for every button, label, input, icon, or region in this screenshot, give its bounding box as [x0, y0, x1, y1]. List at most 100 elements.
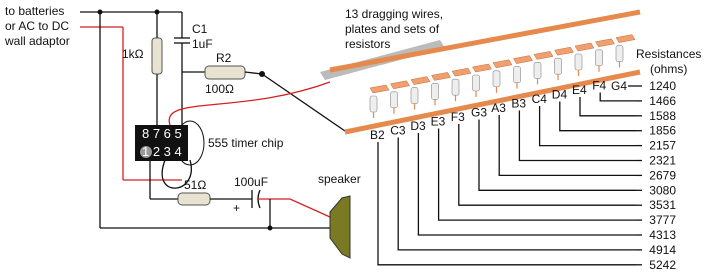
junction	[267, 225, 273, 231]
plate	[615, 34, 636, 43]
resistance-value: 2679	[649, 168, 676, 182]
resistance-value: 1856	[649, 124, 676, 138]
note-label: B3	[511, 97, 526, 111]
resistance-value: 1588	[649, 109, 676, 123]
wire	[261, 73, 346, 132]
note-label: G3	[471, 106, 487, 120]
note-label: D3	[410, 119, 426, 133]
resistor	[390, 91, 398, 109]
leader	[458, 124, 636, 206]
leader	[397, 137, 636, 251]
label: to batteries	[5, 4, 64, 18]
label: or AC to DC	[5, 19, 69, 33]
plate	[533, 51, 554, 60]
plate	[410, 76, 431, 85]
leader	[417, 133, 636, 236]
resistance-value: 2321	[649, 154, 676, 168]
resistor	[595, 49, 603, 67]
note-label: D4	[552, 88, 568, 102]
leader	[377, 142, 636, 266]
label: wall adaptor	[4, 34, 70, 48]
resistor	[533, 62, 542, 79]
label: +	[233, 201, 240, 215]
power-label: to batteries or AC to DC wall adaptor	[4, 4, 70, 48]
wire	[258, 198, 331, 218]
resistor	[615, 45, 624, 62]
resistance-value: 3531	[649, 198, 676, 212]
label: 555 timer chip	[208, 136, 284, 150]
plate	[595, 38, 615, 48]
label: 13 dragging wires,	[345, 7, 443, 21]
label: 51Ω	[184, 178, 206, 192]
resistance-value: 1466	[649, 94, 676, 108]
resistor	[451, 78, 460, 96]
rail	[344, 69, 641, 135]
resistance-value: 2157	[649, 139, 676, 153]
note-label: B2	[370, 128, 385, 142]
note-label: C4	[532, 92, 548, 106]
plate	[574, 42, 595, 52]
note-label: A3	[491, 101, 506, 115]
leader	[579, 97, 636, 117]
leader	[518, 110, 636, 162]
junction	[154, 9, 160, 15]
note-label: F4	[592, 79, 606, 93]
plate	[492, 59, 513, 69]
resistance-value: 1240	[649, 79, 676, 93]
leader	[559, 101, 636, 132]
leader	[599, 92, 636, 102]
resistor	[410, 87, 419, 104]
leader	[478, 119, 636, 191]
resistance-value: 5242	[649, 258, 676, 272]
resistor	[472, 74, 480, 92]
plate	[513, 55, 533, 64]
resistor	[554, 57, 562, 75]
label: C1	[192, 22, 208, 36]
label: (ohms)	[650, 62, 687, 76]
resistor	[369, 95, 378, 113]
label: Resistances	[636, 47, 701, 61]
resistor-board	[369, 34, 636, 118]
chip-callout	[175, 120, 205, 166]
plate	[390, 80, 410, 90]
resistance-value: 4313	[649, 228, 676, 242]
note-label: G4	[611, 79, 627, 93]
label: resistors	[345, 37, 390, 51]
resistor	[177, 192, 211, 206]
label: 100Ω	[205, 82, 234, 96]
resistor	[204, 65, 246, 80]
pin1-marker	[140, 146, 152, 158]
speaker	[329, 195, 351, 259]
plate	[472, 63, 492, 73]
resistor	[431, 83, 439, 100]
pin-numbers: 8 7 6 5	[142, 126, 182, 141]
label: R2	[216, 51, 232, 65]
label: 1uF	[192, 37, 213, 51]
plate	[431, 72, 451, 81]
wire	[161, 159, 192, 189]
resistor	[513, 66, 521, 83]
leader	[538, 106, 636, 147]
resistor	[492, 70, 501, 88]
resistance-value: 3080	[649, 183, 676, 197]
pin-numbers: 1 2 3 4	[142, 144, 182, 159]
leader	[437, 128, 636, 221]
label: speaker	[318, 172, 361, 186]
note-label: E4	[572, 83, 587, 97]
note-label: E3	[431, 115, 446, 129]
junction	[97, 9, 103, 15]
wire	[168, 81, 331, 126]
note-label: C3	[390, 124, 406, 138]
rail	[329, 9, 641, 73]
resistor	[574, 53, 583, 71]
plate	[451, 67, 472, 77]
resistor	[151, 37, 163, 75]
leader	[498, 115, 636, 177]
resistance-value: 4914	[649, 243, 676, 257]
label: plates and sets of	[345, 22, 440, 36]
note-label: F3	[451, 110, 465, 124]
resistance-value: 3777	[649, 213, 676, 227]
label: 100uF	[234, 175, 268, 189]
plate	[369, 84, 390, 94]
